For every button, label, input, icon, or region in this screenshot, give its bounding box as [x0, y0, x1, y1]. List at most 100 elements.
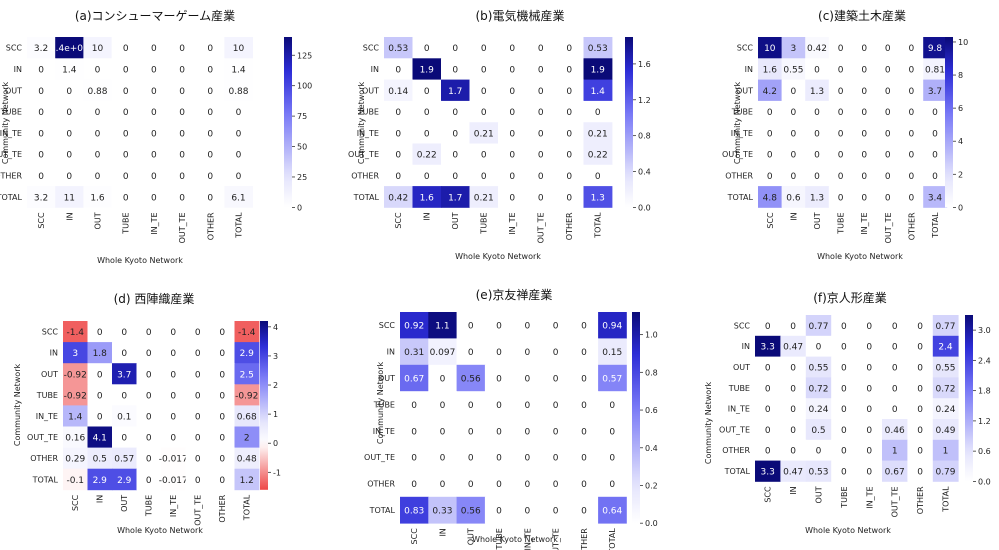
cell-label: 0 — [861, 65, 867, 75]
cell-label: 0 — [553, 401, 559, 411]
heatmap-cell — [758, 143, 782, 166]
cell-label: 0 — [219, 455, 225, 465]
col-tick-label: SCC — [37, 212, 46, 229]
heatmap-cell — [412, 100, 442, 123]
cell-label: 0.46 — [885, 426, 905, 436]
cell-label: 0 — [538, 193, 544, 203]
cell-label: 0 — [424, 108, 430, 118]
heatmap-cell — [907, 356, 934, 378]
heatmap-cell — [161, 468, 186, 491]
cell-label: 0 — [609, 427, 615, 437]
cell-label: 3.2 — [34, 44, 48, 54]
col-tick-label: OTHER — [916, 486, 925, 514]
heatmap-cell — [758, 164, 782, 187]
heatmap-cell — [469, 164, 499, 187]
heatmap-cell — [161, 363, 186, 385]
cell-label: 1 — [943, 447, 949, 457]
cell-label: 0.42 — [388, 193, 408, 203]
row-tick-label: IN_TE — [731, 129, 753, 138]
heatmap-cell — [185, 342, 211, 364]
cell-label: 0 — [892, 384, 898, 394]
heatmap-cell — [907, 315, 934, 337]
col-tick-label: TUBE — [480, 212, 489, 234]
cell-label: 0 — [917, 364, 923, 374]
heatmap-cell — [513, 364, 542, 392]
heatmap-cell — [541, 417, 571, 445]
colorbar-tick-label: 8 — [958, 71, 963, 80]
heatmap-cell — [856, 335, 883, 357]
heatmap-cell — [412, 164, 442, 187]
cell-label: 3.2 — [34, 193, 48, 203]
heatmap-cell — [780, 356, 807, 378]
cell-label: 0.83 — [404, 507, 424, 517]
heatmap-cell — [805, 398, 832, 420]
heatmap-cell — [185, 384, 211, 406]
cell-label: 0.22 — [588, 151, 608, 161]
heatmap-cell — [161, 447, 186, 470]
heatmap-cell — [441, 186, 470, 208]
cell-label: 0 — [524, 480, 530, 490]
cell-label: 0 — [538, 44, 544, 54]
heatmap-cell — [598, 391, 627, 418]
heatmap-cell — [805, 122, 830, 144]
cell-label: 0 — [38, 65, 44, 75]
row-tick-label: OTHER — [367, 480, 395, 489]
cell-label: 0 — [866, 322, 872, 332]
cell-label: 0 — [838, 151, 844, 161]
cell-label: 0.21 — [588, 129, 608, 139]
cell-label: 0 — [790, 405, 796, 415]
heatmap-cell — [828, 58, 853, 80]
cell-label: 0 — [838, 44, 844, 54]
heatmap-cell — [400, 444, 429, 471]
heatmap-cell — [234, 342, 260, 364]
cell-label: 0 — [424, 44, 430, 54]
colorbar-tick-label: 0.8 — [638, 132, 651, 141]
y-axis-label: Community Network — [357, 82, 366, 165]
heatmap-cell — [932, 356, 959, 378]
heatmap-cell — [498, 58, 527, 80]
row-tick-label: OTHER — [0, 171, 22, 180]
heatmap-cell — [899, 186, 924, 208]
heatmap-cell — [876, 122, 900, 144]
heatmap-cell — [526, 164, 556, 187]
heatmap-cell — [513, 444, 542, 471]
col-tick-label: OUT — [451, 212, 460, 229]
cell-label: 0 — [219, 412, 225, 422]
heatmap-cell — [224, 100, 253, 123]
cell-label: 0 — [123, 87, 129, 97]
cell-label: 0 — [566, 129, 572, 139]
col-tick-label: IN — [789, 212, 798, 220]
heatmap-cell — [412, 58, 442, 80]
cell-label: 0 — [932, 129, 938, 139]
cell-label: 0.88 — [87, 87, 107, 97]
cell-label: -1.4 — [66, 328, 84, 338]
cell-label: 0.21 — [474, 193, 494, 203]
cell-label: 1.4 — [68, 412, 83, 422]
heatmap-cell — [428, 391, 457, 418]
col-tick-label: OUT — [815, 486, 824, 503]
cell-label: 0 — [207, 193, 213, 203]
heatmap-cell — [831, 419, 857, 441]
heatmap-cell — [63, 384, 88, 406]
cell-label: 0 — [885, 129, 891, 139]
heatmap-cell — [111, 58, 141, 80]
cell-label: 0.57 — [602, 375, 622, 385]
row-tick-label: TUBE — [731, 108, 753, 117]
heatmap-cell — [484, 391, 514, 418]
colorbar-tick-label: 0.6 — [645, 406, 658, 415]
heatmap-cell — [428, 338, 457, 366]
cell-label: 0 — [179, 193, 185, 203]
heatmap-cell — [136, 342, 162, 364]
heatmap-cell — [27, 186, 56, 208]
cell-label: 0 — [866, 364, 872, 374]
heatmap-cell — [87, 426, 113, 448]
heatmap-cell — [112, 384, 137, 406]
cell-label: 0.42 — [807, 44, 827, 54]
heatmap-cell — [136, 321, 162, 343]
heatmap-cell — [400, 470, 429, 498]
col-tick-label: TUBE — [122, 212, 131, 234]
heatmap-cell — [555, 122, 584, 144]
cell-label: 0 — [207, 65, 213, 75]
cell-label: 0 — [151, 44, 157, 54]
